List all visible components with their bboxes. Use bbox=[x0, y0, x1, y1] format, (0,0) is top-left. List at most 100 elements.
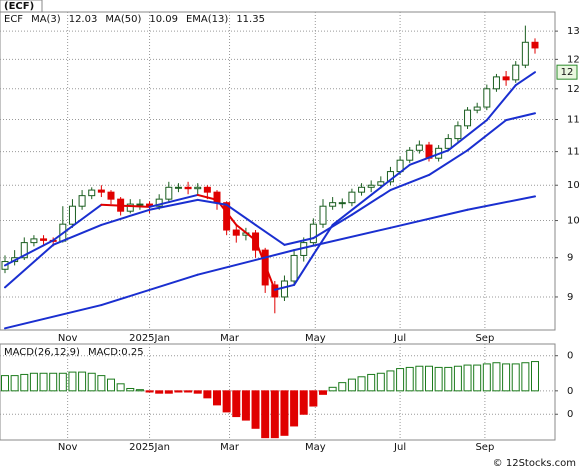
ma-line bbox=[389, 173, 430, 192]
ma-line bbox=[100, 203, 151, 208]
ma-line bbox=[447, 119, 488, 152]
macd-bar bbox=[319, 390, 327, 395]
macd-bar bbox=[270, 390, 279, 439]
candle-body bbox=[88, 189, 96, 197]
candle-body bbox=[338, 202, 346, 205]
ma-line bbox=[408, 149, 450, 166]
macd-bar bbox=[521, 362, 530, 392]
ma-line bbox=[235, 223, 257, 242]
ma-line bbox=[52, 223, 103, 246]
macd-bar bbox=[338, 382, 347, 392]
candle-body bbox=[184, 186, 192, 190]
ma-line bbox=[389, 208, 469, 229]
legend-entry: ECF bbox=[4, 14, 23, 25]
macd-bar bbox=[193, 390, 202, 394]
macd-bar bbox=[453, 365, 462, 392]
candle-body bbox=[492, 76, 500, 90]
macd-bar bbox=[463, 364, 472, 392]
candle-body bbox=[232, 229, 240, 236]
y-tick-label: 9 bbox=[567, 292, 573, 303]
candle-body bbox=[444, 138, 452, 149]
candle-body bbox=[377, 181, 385, 186]
price-panel bbox=[0, 11, 556, 331]
ma-line bbox=[283, 237, 315, 246]
candle-body bbox=[136, 203, 144, 206]
legend-entry: MA(50) bbox=[105, 14, 141, 25]
legend-entry: 11.35 bbox=[236, 14, 265, 25]
macd-bar bbox=[49, 372, 58, 392]
ma-line bbox=[350, 189, 392, 216]
candle-body bbox=[97, 189, 105, 193]
x-tick-label: 2025Jan bbox=[129, 442, 170, 453]
candle-body bbox=[521, 41, 529, 66]
ma-line bbox=[254, 239, 276, 291]
x-tick-label: Sep bbox=[475, 442, 494, 453]
y-tick-label: 13 bbox=[567, 26, 580, 37]
candle-body bbox=[203, 186, 211, 193]
candle-body bbox=[78, 195, 86, 207]
macd-bar bbox=[10, 375, 19, 392]
candle-body bbox=[126, 203, 134, 212]
chart-title: (ECF) bbox=[4, 1, 34, 12]
price-box bbox=[556, 64, 578, 80]
macd-bar bbox=[434, 366, 443, 392]
candle-body bbox=[464, 109, 472, 127]
legend-entry: MACD:0.25 bbox=[88, 347, 144, 358]
ma-line bbox=[196, 249, 296, 276]
ma-line bbox=[466, 119, 508, 152]
ma-line bbox=[100, 273, 199, 307]
candle-body bbox=[406, 149, 414, 161]
candle-body bbox=[348, 191, 356, 204]
candle-body bbox=[174, 186, 182, 189]
macd-bar bbox=[174, 390, 183, 393]
macd-bar bbox=[482, 363, 491, 392]
y-tick-label: 11 bbox=[567, 115, 580, 126]
ma-line bbox=[293, 226, 392, 252]
y-tick-label: 10 bbox=[567, 216, 580, 227]
macd-bar bbox=[58, 372, 67, 392]
ma-line bbox=[52, 203, 103, 242]
candle-body bbox=[290, 254, 298, 282]
y-tick-label: 0 bbox=[567, 409, 573, 420]
macd-bar bbox=[29, 372, 38, 392]
ma-line bbox=[148, 198, 199, 211]
y-tick-label: 12 bbox=[567, 54, 580, 65]
ma-line bbox=[254, 223, 286, 246]
macd-bar bbox=[164, 390, 173, 394]
candle-body bbox=[194, 186, 202, 190]
macd-bar bbox=[280, 390, 289, 436]
x-tick-label: May bbox=[305, 442, 326, 453]
candle-body bbox=[319, 205, 327, 225]
macd-bar bbox=[78, 371, 87, 392]
ma-line bbox=[485, 84, 517, 122]
candle-body bbox=[512, 64, 520, 81]
macd-bar bbox=[20, 373, 29, 392]
ma-line bbox=[196, 193, 218, 201]
ma-line bbox=[466, 195, 536, 211]
macd-bar bbox=[357, 376, 366, 392]
ma-line bbox=[370, 163, 411, 196]
macd-bar bbox=[347, 378, 356, 392]
candle-body bbox=[502, 76, 510, 81]
candle-body bbox=[68, 205, 76, 225]
x-tick-label: Nov bbox=[58, 333, 78, 344]
ma-line bbox=[505, 112, 536, 122]
x-tick-label: Sep bbox=[475, 333, 494, 344]
legend-entry: 12.03 bbox=[69, 14, 98, 25]
candle-body bbox=[358, 186, 366, 193]
ma-line bbox=[148, 193, 199, 208]
macd-bar bbox=[367, 373, 376, 392]
x-tick-label: Jul bbox=[393, 333, 406, 344]
macd-bar bbox=[473, 364, 482, 392]
candle-body bbox=[367, 184, 375, 188]
candle-body bbox=[30, 238, 38, 244]
macd-bar bbox=[39, 372, 48, 392]
macd-bar bbox=[222, 390, 231, 413]
x-tick-label: Mar bbox=[220, 442, 240, 453]
macd-bar bbox=[531, 361, 539, 392]
y-tick-label: 0 bbox=[567, 386, 573, 397]
ma-line bbox=[100, 208, 151, 226]
ma-line bbox=[4, 239, 55, 267]
candle-body bbox=[155, 198, 163, 207]
